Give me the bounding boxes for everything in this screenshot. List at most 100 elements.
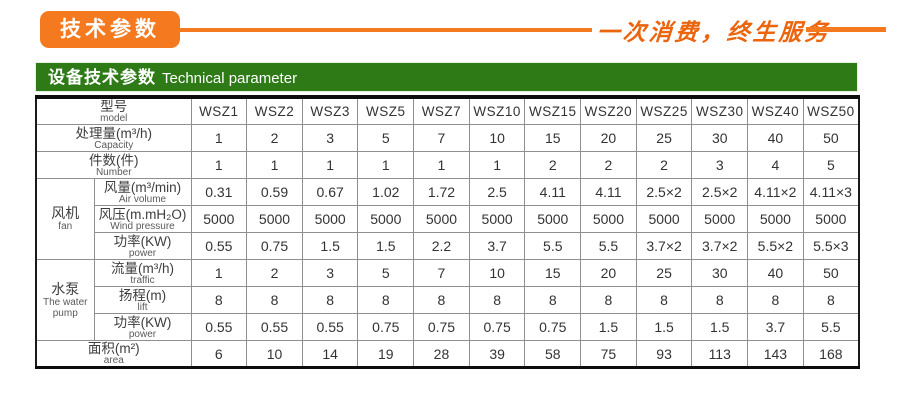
data-cell: 8 bbox=[357, 286, 415, 314]
data-cell: 1.5 bbox=[691, 313, 749, 341]
data-cell: 0.55 bbox=[190, 313, 248, 341]
model-cell: WSZ25 bbox=[635, 96, 693, 125]
data-cell: 5.5 bbox=[802, 313, 860, 341]
data-cell: 20 bbox=[580, 124, 637, 152]
label-zh: 处理量(m³/h) bbox=[75, 125, 153, 141]
data-cell: 1 bbox=[246, 151, 303, 179]
data-cell: 7 bbox=[413, 259, 470, 287]
label-en: Capacity bbox=[94, 139, 134, 151]
data-cell: 2 bbox=[635, 151, 693, 179]
data-cell: 5.5 bbox=[580, 232, 637, 260]
row-label-cell: 功率(KW) power bbox=[93, 232, 192, 260]
data-cell: 8 bbox=[190, 286, 248, 314]
data-cell: 2.5×2 bbox=[691, 178, 749, 206]
data-cell: 5000 bbox=[468, 205, 526, 233]
data-cell: 0.55 bbox=[246, 313, 303, 341]
data-cell: 3 bbox=[301, 124, 359, 152]
data-cell: 5000 bbox=[747, 205, 804, 233]
row-label-cell: 处理量(m³/h) Capacity bbox=[35, 124, 192, 152]
data-cell: 5.5×3 bbox=[802, 232, 860, 260]
data-cell: 1 bbox=[190, 124, 248, 152]
table-row-lift: 扬程(m) lift 8 8 8 8 8 8 8 8 8 8 8 8 bbox=[36, 286, 860, 314]
row-label-cell: 面积(m²) area bbox=[35, 340, 192, 368]
data-cell: 0.55 bbox=[190, 232, 248, 260]
model-cell: WSZ10 bbox=[468, 96, 526, 125]
data-cell: 1.5 bbox=[635, 313, 693, 341]
data-cell: 3.7 bbox=[468, 232, 526, 260]
label-en: The water pump bbox=[43, 296, 88, 319]
data-cell: 8 bbox=[691, 286, 749, 314]
data-cell: 0.55 bbox=[301, 313, 359, 341]
data-cell: 5000 bbox=[413, 205, 470, 233]
data-cell: 1 bbox=[190, 259, 248, 287]
data-cell: 5 bbox=[357, 259, 415, 287]
label-en: Number bbox=[95, 166, 132, 178]
data-cell: 50 bbox=[802, 259, 860, 287]
data-cell: 3.7×2 bbox=[691, 232, 749, 260]
table-row-model: 型号 model WSZ1 WSZ2 WSZ3 WSZ5 WSZ7 WSZ10 WSZ15 WSZ… bbox=[35, 96, 860, 125]
data-cell: 10 bbox=[468, 259, 526, 287]
row-label-cell: 流量(m³/h) traffic bbox=[93, 259, 192, 287]
data-cell: 1 bbox=[301, 151, 359, 179]
data-cell: 8 bbox=[413, 286, 470, 314]
row-label-cell: 功率(KW) power bbox=[93, 313, 192, 341]
table-row-fan-power: 功率(KW) power 0.55 0.75 1.5 1.5 2.2 3.7 5.5 5.5 3.7… bbox=[36, 232, 860, 260]
data-cell: 5.5×2 bbox=[747, 232, 804, 260]
divider-dash bbox=[806, 27, 886, 32]
data-cell: 5000 bbox=[357, 205, 415, 233]
model-header-cell: 型号 model bbox=[35, 96, 192, 125]
data-cell: 0.59 bbox=[246, 178, 303, 206]
data-cell: 1 bbox=[413, 151, 470, 179]
model-cell: WSZ15 bbox=[524, 96, 582, 125]
data-cell: 1 bbox=[357, 151, 415, 179]
data-cell: 15 bbox=[524, 259, 582, 287]
data-cell: 8 bbox=[635, 286, 693, 314]
data-cell: 5000 bbox=[691, 205, 749, 233]
data-cell: 113 bbox=[691, 340, 749, 368]
label-zh: 风机 bbox=[51, 205, 80, 221]
table-row-wind-pressure: 风压(m.mH₂O) Wind pressure 5000 5000 5000 5000 5… bbox=[36, 205, 860, 233]
data-cell: 2.5 bbox=[468, 178, 526, 206]
data-cell: 3 bbox=[691, 151, 749, 179]
group-cell-fan: 风机 fan bbox=[35, 178, 95, 260]
label-en: Wind pressure bbox=[110, 220, 175, 232]
data-cell: 8 bbox=[246, 286, 303, 314]
model-cell: WSZ1 bbox=[190, 96, 248, 125]
data-cell: 143 bbox=[747, 340, 804, 368]
data-cell: 0.75 bbox=[468, 313, 526, 341]
label-en: area bbox=[103, 355, 124, 366]
label-zh: 件数(件) bbox=[89, 152, 139, 168]
label-zh: 风压(m.mH₂O) bbox=[98, 206, 187, 222]
label-zh: 风量(m³/min) bbox=[103, 179, 182, 195]
data-cell: 15 bbox=[524, 124, 582, 152]
label-en: lift bbox=[137, 301, 148, 313]
model-cell: WSZ20 bbox=[580, 96, 637, 125]
data-cell: 8 bbox=[301, 286, 359, 314]
table-title-zh: 设备技术参数 bbox=[48, 68, 156, 87]
model-cell: WSZ40 bbox=[747, 96, 804, 125]
data-cell: 5.5 bbox=[524, 232, 582, 260]
data-cell: 1.5 bbox=[580, 313, 637, 341]
data-cell: 40 bbox=[747, 124, 804, 152]
data-cell: 5000 bbox=[301, 205, 359, 233]
table-row-number: 件数(件) Number 1 1 1 1 1 1 2 2 2 3 4 5 bbox=[35, 151, 860, 179]
data-cell: 14 bbox=[301, 340, 359, 368]
table-row-flow: 水泵 The water pump 流量(m³/h) traffic 1 2 3 5 7 10 15… bbox=[35, 259, 860, 341]
data-cell: 8 bbox=[580, 286, 637, 314]
label-en: power bbox=[128, 247, 157, 259]
slogan-text: 一次消费，终生服务 bbox=[595, 19, 832, 46]
row-label-cell: 风压(m.mH₂O) Wind pressure bbox=[93, 205, 192, 233]
parameter-table-wrap: 型号 model WSZ1 WSZ2 WSZ3 WSZ5 WSZ7 WSZ10 WSZ15 WSZ… bbox=[35, 95, 860, 369]
data-cell: 19 bbox=[357, 340, 415, 368]
label-zh: 面积(m²) bbox=[87, 341, 140, 356]
data-cell: 8 bbox=[802, 286, 860, 314]
data-cell: 8 bbox=[524, 286, 582, 314]
label-zh: 功率(KW) bbox=[113, 233, 172, 249]
table-row-pump-power: 功率(KW) power 0.55 0.55 0.55 0.75 0.75 0.75 0.75 1… bbox=[36, 313, 860, 341]
model-cell: WSZ7 bbox=[413, 96, 470, 125]
label-zh: 扬程(m) bbox=[118, 287, 167, 303]
table-row-area: 面积(m²) area 6 10 14 19 28 39 58 75 93 113 143 168 bbox=[35, 340, 860, 368]
label-zh: 型号 bbox=[100, 99, 128, 114]
data-cell: 0.75 bbox=[524, 313, 582, 341]
